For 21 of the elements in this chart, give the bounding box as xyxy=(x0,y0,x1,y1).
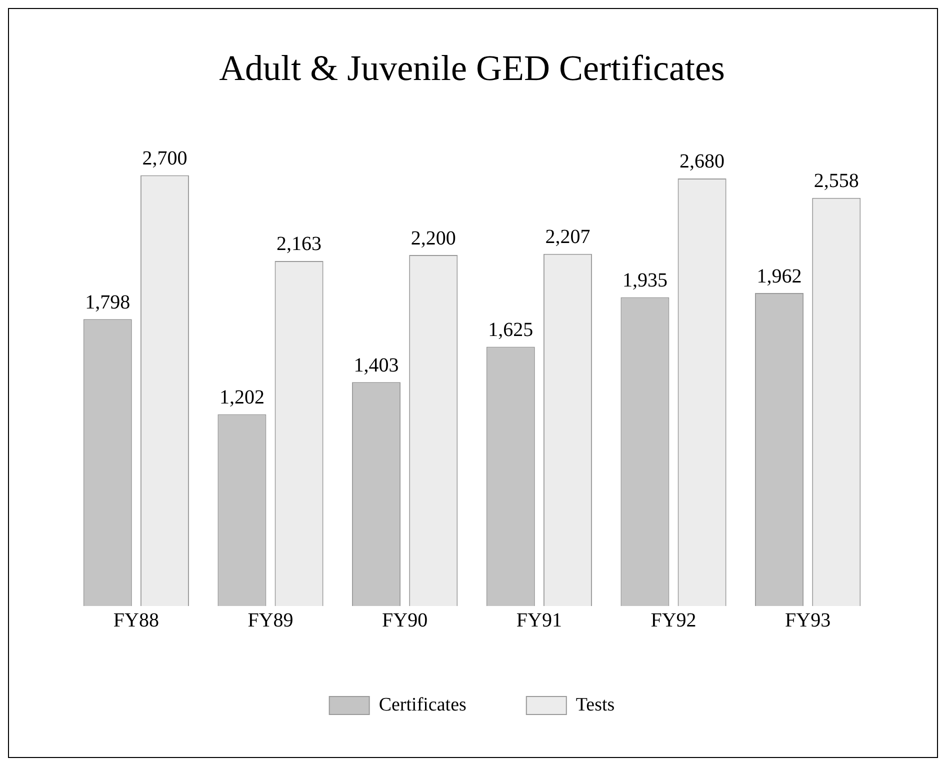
data-label: 1,403 xyxy=(354,354,399,376)
data-label: 1,962 xyxy=(756,265,802,288)
legend-label: Tests xyxy=(576,694,615,716)
x-tick-label: FY93 xyxy=(785,609,831,632)
data-label: 2,700 xyxy=(142,148,188,170)
x-tick-label: FY88 xyxy=(113,609,159,632)
data-label: 1,798 xyxy=(85,291,130,314)
x-tick-label: FY89 xyxy=(248,609,294,632)
data-label: 1,202 xyxy=(219,386,264,408)
data-label: 2,200 xyxy=(410,227,456,250)
data-label: 2,207 xyxy=(545,226,590,248)
x-tick-label: FY90 xyxy=(382,609,428,632)
data-label: 2,558 xyxy=(814,170,859,192)
legend-label: Certificates xyxy=(378,694,466,716)
x-tick-label: FY91 xyxy=(516,609,562,632)
data-label: 1,625 xyxy=(488,319,534,342)
data-label: 2,163 xyxy=(276,233,322,256)
x-tick-label: FY92 xyxy=(650,609,696,632)
data-label: 1,935 xyxy=(622,270,668,292)
data-label: 2,680 xyxy=(680,150,725,173)
chart-title: Adult & Juvenile GED Certificates xyxy=(219,48,725,88)
